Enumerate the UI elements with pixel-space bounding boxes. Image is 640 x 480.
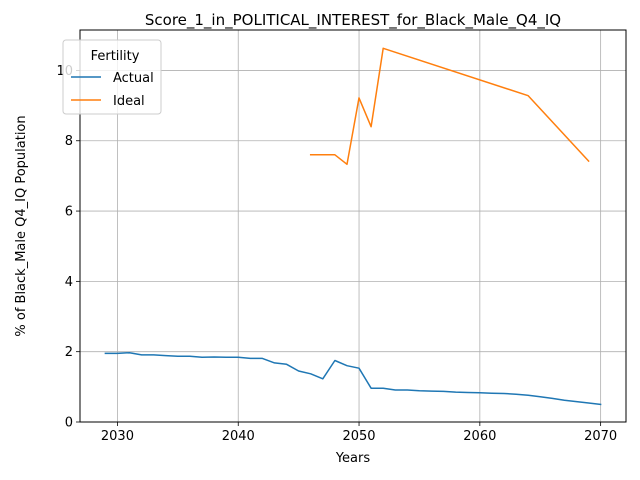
- x-axis-ticks: 2030 2040 2050 2060 2070: [101, 422, 617, 444]
- plot-series: [104, 47, 602, 406]
- y-tick-label: 0: [65, 416, 73, 431]
- y-axis-label: % of Black_Male Q4_IQ Population: [14, 115, 29, 336]
- y-tick-label: 8: [65, 134, 73, 149]
- y-tick-label: 6: [65, 205, 73, 220]
- y-tick-label: 2: [65, 345, 73, 360]
- chart-title: Score_1_in_POLITICAL_INTEREST_for_Black_…: [145, 11, 561, 30]
- legend-title: Fertility: [91, 49, 140, 64]
- legend-label-ideal: Ideal: [113, 94, 145, 109]
- x-tick-label: 2040: [222, 429, 255, 444]
- legend-box: [62, 39, 162, 115]
- x-tick-label: 2030: [101, 429, 134, 444]
- legend-label-actual: Actual: [113, 71, 154, 86]
- legend: Fertility Actual Ideal: [62, 39, 162, 115]
- x-tick-label: 2070: [584, 429, 617, 444]
- y-tick-label: 4: [65, 275, 73, 290]
- series-line-ideal: [309, 47, 590, 166]
- series-line-actual: [104, 351, 602, 406]
- plot-frame: [79, 29, 627, 423]
- grid-lines: [80, 30, 626, 423]
- x-tick-label: 2050: [342, 429, 375, 444]
- x-tick-label: 2060: [463, 429, 496, 444]
- x-axis-label: Years: [335, 451, 371, 466]
